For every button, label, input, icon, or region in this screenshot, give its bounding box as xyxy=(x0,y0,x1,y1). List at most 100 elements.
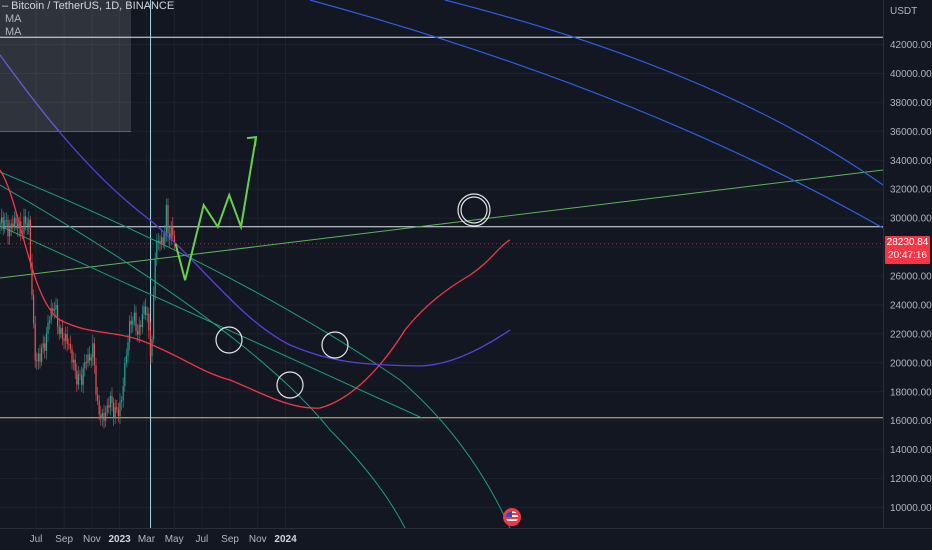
candle-body xyxy=(73,359,75,363)
price-unit[interactable]: USDT xyxy=(890,6,918,17)
price-tick-label: 34000.00 xyxy=(890,156,932,167)
price-tick-label: 24000.00 xyxy=(890,300,932,311)
price-tick-label: 10000.00 xyxy=(890,503,932,514)
annotation-circle xyxy=(321,331,349,359)
candle-body xyxy=(122,385,124,400)
candle-body xyxy=(31,262,33,296)
candle-body xyxy=(87,354,89,363)
candle-body xyxy=(84,361,86,369)
candle-body xyxy=(61,328,63,339)
price-tick-label: 42000.00 xyxy=(890,40,932,51)
time-tick-label: Sep xyxy=(55,534,73,545)
descending-trendline xyxy=(0,225,423,419)
annotation-circle xyxy=(460,196,488,224)
price-tick-label: 36000.00 xyxy=(890,127,932,138)
candle-body xyxy=(100,414,102,418)
time-tick-label: 2024 xyxy=(274,534,297,545)
candle-body xyxy=(167,205,169,234)
candle-body xyxy=(124,362,126,386)
time-tick-label: Nov xyxy=(249,534,267,545)
candles-group xyxy=(0,198,175,429)
candle-body xyxy=(4,220,6,230)
candle-body xyxy=(173,235,175,244)
candle-body xyxy=(130,320,132,325)
candle-body xyxy=(82,368,84,385)
price-tick-label: 14000.00 xyxy=(890,445,932,456)
candle-body xyxy=(116,407,118,410)
candle-body xyxy=(13,217,15,227)
chart-marks xyxy=(174,135,491,399)
chart-grid xyxy=(0,0,883,528)
candle-body xyxy=(85,361,87,363)
price-axis[interactable]: 42000.00 40000.00 38000.00 36000.00 34000.00… xyxy=(883,0,932,528)
chart-overlays xyxy=(0,0,884,529)
symbol-title[interactable]: – Bitcoin / TetherUS, 1D, BINANCE xyxy=(2,0,175,12)
price-tick-label: 32000.00 xyxy=(890,185,932,196)
candle-body xyxy=(15,217,17,224)
time-tick-label: Mar xyxy=(138,534,156,545)
annotation-circle xyxy=(215,326,243,354)
price-tick-label: 38000.00 xyxy=(890,98,932,109)
candle-body xyxy=(172,225,174,236)
candle-body xyxy=(165,205,167,234)
candle-body xyxy=(149,330,151,356)
ma-blue-line xyxy=(0,54,511,367)
candle-body xyxy=(2,217,4,230)
us-flag-event-icon[interactable] xyxy=(503,508,521,526)
candle-body xyxy=(113,402,115,418)
candle-body xyxy=(95,365,97,395)
price-tick-label: 30000.00 xyxy=(890,214,932,225)
time-tick-label: Jul xyxy=(195,534,208,545)
candle-body xyxy=(0,222,1,226)
price-tick-label: 18000.00 xyxy=(890,387,932,398)
candle-body xyxy=(25,216,27,224)
candle-body xyxy=(42,343,44,348)
flag-canton-icon xyxy=(506,511,512,517)
candle-body xyxy=(37,353,39,362)
candle-body xyxy=(89,354,91,361)
candle-body xyxy=(148,313,150,331)
candle-body xyxy=(68,343,70,345)
candle-body xyxy=(133,312,135,321)
time-tick-label: 2023 xyxy=(109,534,132,545)
blue-arc-lower xyxy=(309,0,884,229)
candle-body xyxy=(141,314,143,327)
teal-arc-lower xyxy=(0,184,406,529)
candle-body xyxy=(97,394,99,401)
price-tick-label: 12000.00 xyxy=(890,474,932,485)
candle-body xyxy=(119,401,121,417)
candle-body xyxy=(132,320,134,325)
candle-body xyxy=(162,237,164,244)
candle-body xyxy=(74,359,76,371)
ma-indicator-2[interactable]: MA xyxy=(5,26,22,38)
time-tick-label: May xyxy=(165,534,184,545)
time-axis[interactable]: Jul Sep Nov 2023 Mar May Jul Sep Nov 2024 xyxy=(0,528,932,546)
candle-body xyxy=(121,399,123,402)
candle-body xyxy=(125,355,127,363)
projection-arrow-head xyxy=(246,135,258,147)
candle-body xyxy=(156,241,158,259)
candle-body xyxy=(66,334,68,344)
candle-body xyxy=(140,324,142,327)
candle-body xyxy=(39,353,41,362)
candle-body xyxy=(45,333,47,351)
candle-body xyxy=(44,343,46,351)
candle-body xyxy=(1,217,3,223)
candle-body xyxy=(108,405,110,408)
legend-background xyxy=(0,0,131,132)
candle-body xyxy=(138,324,140,335)
candle-body xyxy=(169,233,171,240)
candle-body xyxy=(135,312,137,331)
candle-body xyxy=(52,308,54,311)
candle-body xyxy=(159,240,161,243)
chart-legend: – Bitcoin / TetherUS, 1D, BINANCE MA MA xyxy=(0,0,174,39)
blue-arc-upper xyxy=(444,0,884,186)
candle-body xyxy=(17,223,19,229)
candle-body xyxy=(55,305,57,310)
price-tick-label: 22000.00 xyxy=(890,329,932,340)
candle-body xyxy=(65,334,67,341)
candle-body xyxy=(103,413,105,421)
ma-indicator-1[interactable]: MA xyxy=(5,13,22,25)
time-tick-label: Nov xyxy=(83,534,101,545)
